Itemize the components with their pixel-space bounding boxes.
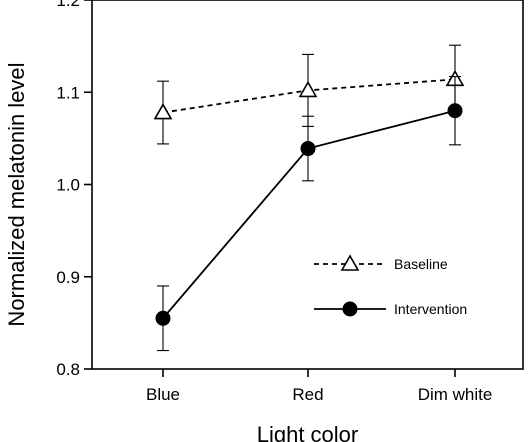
data-point xyxy=(153,102,173,120)
legend-label: Intervention xyxy=(394,301,467,317)
data-point xyxy=(447,103,463,119)
legend-marker xyxy=(340,254,360,271)
x-tick-label: Red xyxy=(292,385,323,404)
y-axis-title: Normalized melatonin level xyxy=(4,62,29,326)
y-axis: 0.8 0.9 1.0 1.1 1.2 xyxy=(56,0,92,379)
y-tick-label: 0.8 xyxy=(56,360,80,379)
legend: Baseline Intervention xyxy=(314,254,467,317)
y-tick-label: 1.0 xyxy=(56,176,80,195)
legend-label: Baseline xyxy=(394,256,448,272)
y-tick-label: 1.1 xyxy=(56,83,80,102)
y-tick-label: 0.9 xyxy=(56,268,80,287)
series-baseline xyxy=(153,44,465,145)
series-layer xyxy=(153,44,465,352)
legend-item-baseline: Baseline xyxy=(314,254,448,272)
series-intervention xyxy=(155,76,463,352)
data-point xyxy=(300,141,316,157)
x-axis: Blue Red Dim white xyxy=(146,369,492,404)
legend-marker xyxy=(342,301,358,317)
data-point xyxy=(298,80,318,98)
legend-item-intervention: Intervention xyxy=(314,301,467,317)
data-point xyxy=(155,310,171,326)
y-tick-label: 1.2 xyxy=(56,0,80,10)
x-tick-label: Dim white xyxy=(418,385,493,404)
x-tick-label: Blue xyxy=(146,385,180,404)
x-axis-title: Light color xyxy=(257,422,359,442)
